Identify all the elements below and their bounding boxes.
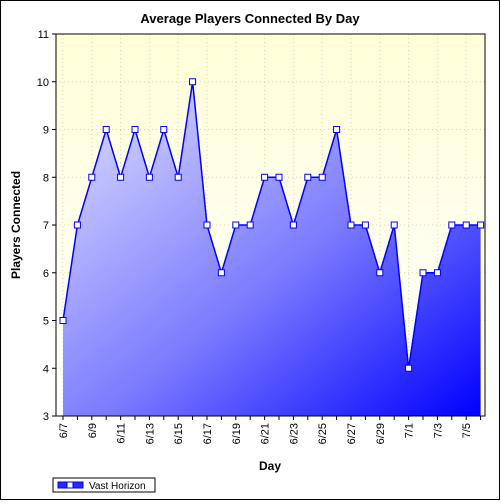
x-tick-label: 6/15 bbox=[173, 423, 185, 444]
y-tick-label: 8 bbox=[43, 172, 49, 184]
data-point bbox=[203, 221, 211, 229]
y-tick-label: 5 bbox=[43, 316, 49, 328]
data-point bbox=[405, 364, 413, 372]
x-tick-label: 6/9 bbox=[87, 423, 99, 438]
data-point bbox=[304, 173, 312, 181]
data-point bbox=[448, 221, 456, 229]
data-point bbox=[275, 173, 283, 181]
data-point bbox=[189, 78, 197, 86]
x-tick-label: 6/7 bbox=[58, 423, 70, 438]
x-axis: 6/7 6/9 6/11 6/13 6/15 6/17 6/19 6/21 6/23 6/25 6/… bbox=[58, 416, 482, 444]
x-tick-label: 7/5 bbox=[461, 423, 473, 438]
x-axis-title: Day bbox=[259, 459, 281, 473]
x-tick-label: 7/3 bbox=[432, 423, 444, 438]
y-tick-label: 3 bbox=[43, 411, 49, 423]
y-axis-title: Players Connected bbox=[9, 171, 23, 279]
data-point bbox=[117, 173, 125, 181]
y-tick-label: 9 bbox=[43, 125, 49, 137]
data-point bbox=[462, 221, 470, 229]
plot-area bbox=[55, 33, 486, 417]
data-point bbox=[376, 269, 384, 277]
data-point bbox=[88, 173, 96, 181]
data-point bbox=[232, 221, 240, 229]
data-point bbox=[433, 269, 441, 277]
x-tick-label: 6/11 bbox=[116, 423, 128, 444]
data-point bbox=[174, 173, 182, 181]
x-tick-label: 6/27 bbox=[346, 423, 358, 444]
y-tick-label: 7 bbox=[43, 220, 49, 232]
chart-title: Average Players Connected By Day bbox=[140, 11, 360, 26]
data-point bbox=[347, 221, 355, 229]
x-tick-label: 6/19 bbox=[231, 423, 243, 444]
x-tick-label: 6/13 bbox=[144, 423, 156, 444]
x-tick-label: 6/17 bbox=[202, 423, 214, 444]
data-point bbox=[160, 126, 168, 133]
data-point bbox=[419, 269, 427, 277]
data-point bbox=[131, 126, 139, 133]
x-tick-label: 6/23 bbox=[288, 423, 300, 444]
data-point bbox=[390, 221, 398, 229]
legend-marker bbox=[66, 481, 74, 489]
data-point bbox=[217, 269, 225, 277]
data-point bbox=[318, 173, 326, 181]
data-point bbox=[102, 126, 110, 133]
data-point bbox=[261, 173, 269, 181]
x-tick-label: 7/1 bbox=[404, 423, 416, 438]
x-tick-label: 6/21 bbox=[260, 423, 272, 444]
y-tick-label: 10 bbox=[37, 77, 49, 89]
series-points bbox=[59, 78, 485, 372]
y-tick-label: 4 bbox=[43, 363, 49, 375]
data-point bbox=[246, 221, 254, 229]
series-area-vast-horizon bbox=[63, 81, 481, 416]
legend: Vast Horizon bbox=[52, 477, 156, 493]
data-point bbox=[73, 221, 81, 229]
data-point bbox=[289, 221, 297, 229]
y-tick-label: 6 bbox=[43, 268, 49, 280]
data-point bbox=[477, 221, 485, 229]
y-axis: 3 4 5 6 7 8 9 10 11 bbox=[37, 29, 56, 423]
data-point bbox=[361, 221, 369, 229]
data-point bbox=[145, 173, 153, 181]
legend-label: Vast Horizon bbox=[89, 481, 146, 492]
y-tick-label: 11 bbox=[38, 29, 49, 41]
data-point bbox=[59, 317, 67, 324]
x-tick-label: 6/25 bbox=[317, 423, 329, 444]
x-tick-label: 6/29 bbox=[375, 423, 387, 444]
series-line-vast-horizon bbox=[62, 81, 481, 369]
data-point bbox=[333, 126, 341, 133]
